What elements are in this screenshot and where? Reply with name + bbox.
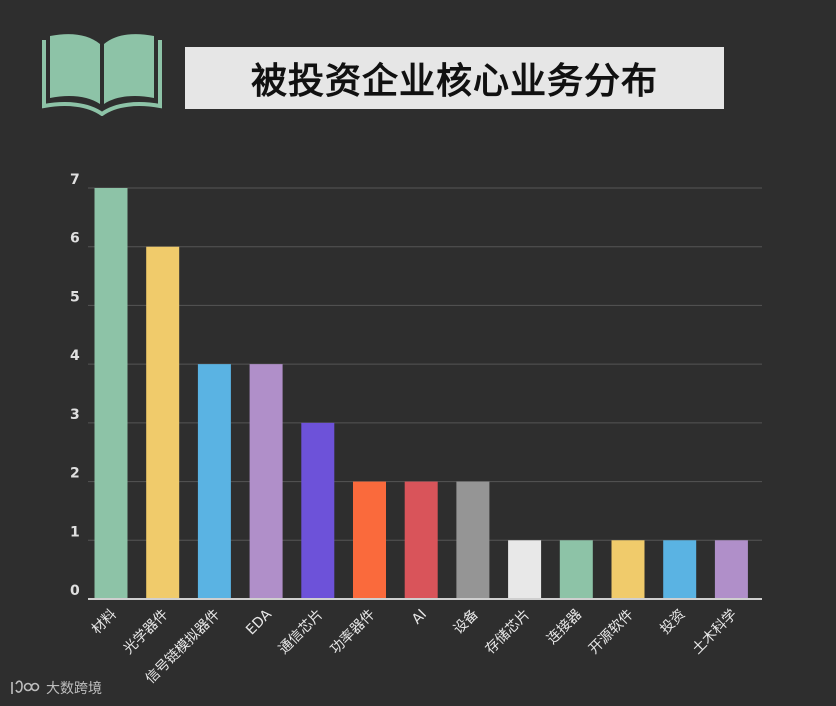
bar [353,481,386,599]
watermark: 大数跨境 [8,678,102,698]
y-tick-label: 2 [70,466,80,482]
bar [456,481,490,599]
y-tick-label: 4 [70,348,80,364]
x-tick-label: 功率器件 [327,606,379,658]
bar [611,540,645,599]
x-tick-label: 开源软件 [586,607,637,658]
brand-logo-icon [11,680,40,694]
bar [559,540,593,599]
x-tick-label: 土木科学 [689,607,740,658]
bar [197,364,231,599]
y-tick-label: 1 [70,524,80,540]
bar [301,422,335,599]
bar [146,246,180,599]
x-tick-label: 投资 [657,607,688,638]
y-tick-label: 3 [70,407,80,423]
x-tick-label: EDA [243,606,275,638]
title-banner: 被投资企业核心业务分布 [185,47,724,109]
open-book-icon [42,34,162,116]
book-left-page [50,34,100,104]
bar [249,364,283,599]
x-tick-label: 光学器件 [121,607,172,658]
book-cover [42,40,162,116]
bar [404,481,438,599]
y-tick-label: 0 [70,583,80,599]
x-tick-label: 设备 [450,606,482,638]
x-axis-labels: 材料 光学器件信号链模拟器件 EDA 通信芯片 功率器件 AI 设备 存储芯片 连接器 开源软件投… [89,606,741,687]
x-tick-label: 存储芯片 [483,607,534,658]
book-right-page [104,34,154,104]
bar [714,540,748,599]
chart-title: 被投资企业核心业务分布 [250,61,658,102]
y-tick-label: 7 [70,172,80,188]
bars [94,188,748,599]
bar [94,188,128,599]
x-tick-label: AI [409,607,430,628]
y-tick-label: 6 [70,231,80,247]
bar [663,540,697,599]
watermark-text: 大数跨境 [46,681,102,697]
x-tick-label: 连接器 [543,606,585,648]
y-tick-label: 5 [70,289,80,305]
y-axis-ticks: 0 1 2 3 4 5 6 7 [70,172,80,599]
bar [508,540,542,599]
x-tick-label: 材料 [89,607,120,638]
x-tick-label: 通信芯片 [276,607,327,658]
